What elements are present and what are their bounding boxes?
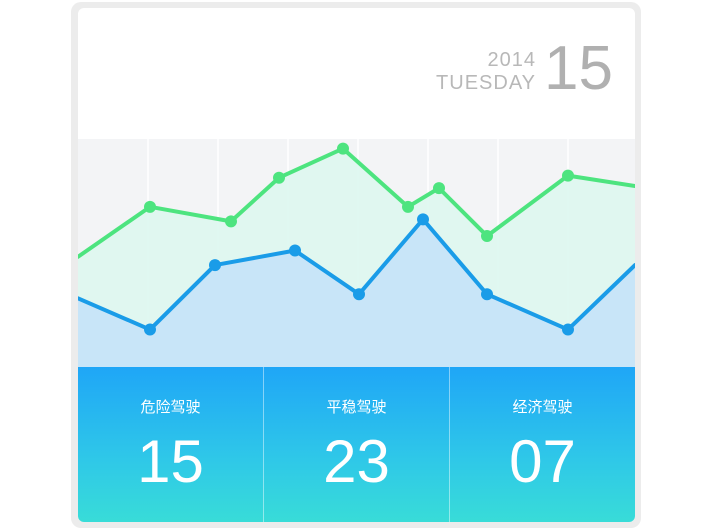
stat-value: 23 xyxy=(323,428,390,495)
stat-label: 平稳驾驶 xyxy=(326,399,387,416)
stat-smooth-driving[interactable]: 平稳驾驶 23 xyxy=(263,367,449,522)
date-display: 2014 TUESDAY 15 xyxy=(436,38,613,100)
green-series-point-4 xyxy=(273,171,285,184)
stat-label: 危险驾驶 xyxy=(140,399,201,416)
stat-value: 15 xyxy=(137,428,204,495)
stats-panel: 危险驾驶 15 平稳驾驶 23 经济驾驶 07 xyxy=(78,367,635,522)
stat-dangerous-driving[interactable]: 危险驾驶 15 xyxy=(78,367,263,522)
stat-value: 07 xyxy=(509,428,576,495)
green-series-point-5 xyxy=(337,142,349,155)
green-series-point-9 xyxy=(562,169,574,182)
blue-series-point-2 xyxy=(144,323,156,336)
blue-series-point-3 xyxy=(209,259,221,272)
date-weekday: TUESDAY xyxy=(436,72,537,94)
blue-series-point-4 xyxy=(289,244,301,257)
green-series-point-6 xyxy=(402,200,414,213)
blue-series-point-7 xyxy=(481,288,493,301)
blue-series-point-8 xyxy=(562,323,574,336)
blue-series-point-5 xyxy=(353,288,365,301)
stat-economic-driving[interactable]: 经济驾驶 07 xyxy=(449,367,635,522)
blue-series-point-6 xyxy=(417,213,429,226)
date-day: 15 xyxy=(544,34,613,103)
date-text-group: 2014 TUESDAY xyxy=(436,43,536,95)
green-series-point-2 xyxy=(144,200,156,213)
green-series-point-8 xyxy=(481,229,493,242)
stat-label: 经济驾驶 xyxy=(512,399,573,416)
green-series-line xyxy=(78,146,635,259)
driving-stats-card: 2014 TUESDAY 15 危险驾驶 15 平稳驾驶 23 经济驾驶 07 xyxy=(78,8,635,522)
green-series-point-7 xyxy=(433,182,445,195)
date-year: 2014 xyxy=(487,49,537,71)
driving-area-chart xyxy=(78,139,635,367)
green-series-point-3 xyxy=(225,215,237,228)
